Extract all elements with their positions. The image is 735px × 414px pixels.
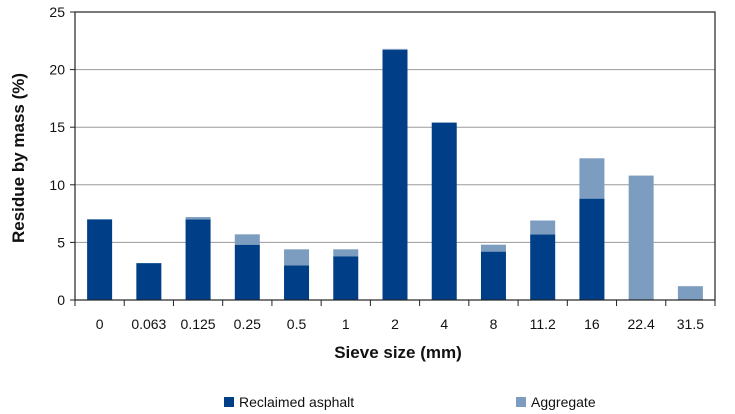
x-tick-label-1: 0.063 bbox=[131, 316, 166, 332]
bar-reclaimed-asphalt-3 bbox=[234, 244, 260, 300]
x-tick-label-3: 0.25 bbox=[234, 316, 261, 332]
legend-swatch-aggregate bbox=[516, 397, 526, 407]
x-tick-label-0: 0 bbox=[96, 316, 104, 332]
y-tick-label-5: 25 bbox=[49, 4, 65, 20]
legend-swatch-reclaimed-asphalt bbox=[224, 397, 234, 407]
x-tick-labels: 0 0.063 0.125 0.25 0.5 1 2 4 8 11.2 16 22.4 31.5 bbox=[96, 316, 705, 332]
bar-reclaimed-asphalt-6 bbox=[382, 50, 408, 301]
legend-label-reclaimed-asphalt: Reclaimed asphalt bbox=[239, 394, 354, 410]
bar-aggregate-6 bbox=[382, 48, 408, 51]
bar-reclaimed-asphalt-5 bbox=[333, 256, 359, 300]
x-tick-label-5: 1 bbox=[342, 316, 350, 332]
x-tick-label-6: 2 bbox=[391, 316, 399, 332]
bar-reclaimed-asphalt-4 bbox=[284, 265, 310, 300]
x-tick-label-2: 0.125 bbox=[181, 316, 216, 332]
axes bbox=[70, 11, 716, 306]
bar-aggregate-12 bbox=[677, 286, 703, 300]
bar-aggregate-11 bbox=[628, 175, 654, 300]
x-axis-title: Sieve size (mm) bbox=[334, 343, 462, 362]
legend: Reclaimed asphalt Aggregate bbox=[224, 394, 596, 410]
bars bbox=[87, 48, 703, 301]
bar-aggregate-4 bbox=[284, 249, 310, 266]
x-tick-label-8: 8 bbox=[490, 316, 498, 332]
bar-reclaimed-asphalt-9 bbox=[530, 234, 556, 300]
x-tick-label-12: 31.5 bbox=[677, 316, 704, 332]
legend-label-aggregate: Aggregate bbox=[531, 394, 596, 410]
bar-reclaimed-asphalt-0 bbox=[87, 219, 113, 300]
bar-reclaimed-asphalt-10 bbox=[579, 198, 605, 300]
x-tick-label-10: 16 bbox=[584, 316, 600, 332]
plot-frame bbox=[74, 11, 716, 301]
y-tick-label-2: 10 bbox=[49, 177, 65, 193]
y-tick-label-1: 5 bbox=[57, 234, 65, 250]
bar-reclaimed-asphalt-8 bbox=[480, 251, 506, 300]
bar-aggregate-8 bbox=[480, 244, 506, 252]
x-tick-label-11: 22.4 bbox=[628, 316, 655, 332]
bar-aggregate-5 bbox=[333, 249, 359, 257]
bar-reclaimed-asphalt-7 bbox=[431, 122, 457, 300]
y-tick-label-3: 15 bbox=[49, 119, 65, 135]
y-tick-label-0: 0 bbox=[57, 292, 65, 308]
x-tick-label-9: 11.2 bbox=[530, 316, 556, 332]
bar-reclaimed-asphalt-2 bbox=[185, 219, 211, 300]
y-axis-title: Residue by mass (%) bbox=[9, 73, 28, 243]
bar-aggregate-2 bbox=[185, 217, 211, 220]
x-tick-label-4: 0.5 bbox=[287, 316, 307, 332]
bar-aggregate-9 bbox=[530, 220, 556, 235]
bar-reclaimed-asphalt-1 bbox=[136, 263, 162, 300]
bar-aggregate-3 bbox=[234, 234, 260, 245]
bar-aggregate-10 bbox=[579, 158, 605, 199]
x-tick-label-7: 4 bbox=[440, 316, 448, 332]
y-tick-labels: 0 5 10 15 20 25 bbox=[49, 4, 65, 308]
y-tick-label-4: 20 bbox=[49, 62, 65, 78]
